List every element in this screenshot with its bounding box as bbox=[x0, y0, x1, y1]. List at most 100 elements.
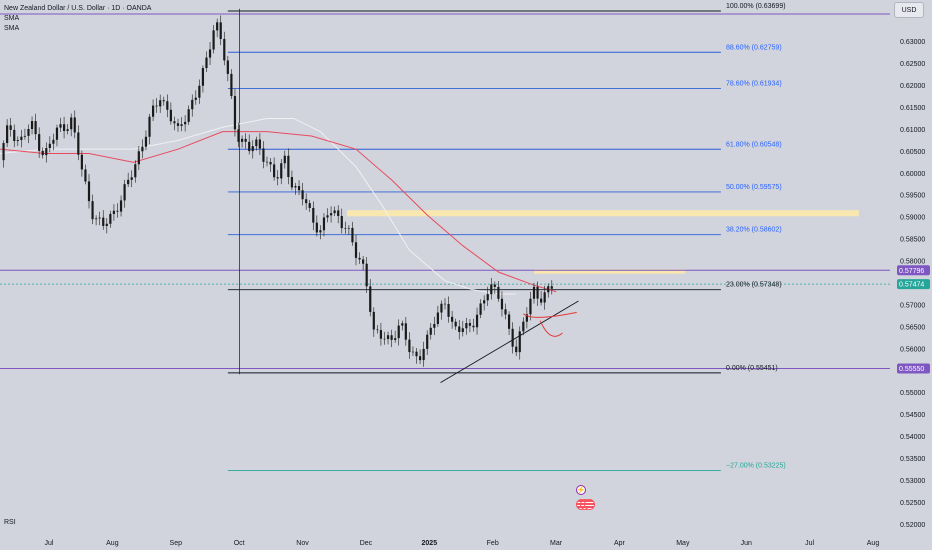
candle bbox=[443, 298, 447, 310]
candle-body bbox=[550, 286, 553, 289]
candle bbox=[130, 170, 133, 188]
symbol-title[interactable]: New Zealand Dollar / U.S. Dollar · 1D · … bbox=[4, 5, 152, 12]
candle bbox=[383, 331, 386, 345]
us-flag-icon[interactable] bbox=[576, 499, 596, 511]
candle-body bbox=[358, 257, 361, 260]
candle-body bbox=[422, 348, 425, 361]
candle-body bbox=[308, 203, 311, 208]
candle bbox=[155, 98, 158, 113]
currency-button[interactable]: USD bbox=[894, 2, 924, 18]
candle bbox=[326, 208, 329, 223]
candle bbox=[440, 300, 443, 320]
candle bbox=[30, 116, 34, 135]
candle-body bbox=[166, 101, 169, 110]
candle-body bbox=[273, 164, 276, 178]
candle bbox=[447, 296, 450, 323]
candle-body bbox=[504, 309, 507, 315]
candle bbox=[244, 133, 247, 149]
candle bbox=[191, 94, 194, 117]
candle-body bbox=[490, 284, 493, 295]
candle bbox=[518, 326, 521, 360]
candle-body bbox=[401, 323, 404, 326]
candle bbox=[507, 311, 511, 335]
candle-body bbox=[522, 321, 525, 332]
y-tick-label: 0.52500 bbox=[900, 500, 925, 507]
candle-body bbox=[418, 356, 422, 361]
candle bbox=[429, 323, 432, 340]
fib-level-label: 38.20% (0.58602) bbox=[726, 227, 782, 234]
candle-body bbox=[148, 116, 151, 137]
candle-body bbox=[340, 216, 343, 229]
candle bbox=[91, 194, 94, 225]
candle bbox=[390, 329, 393, 348]
candle bbox=[34, 113, 37, 140]
candle bbox=[166, 94, 169, 118]
candle-body bbox=[344, 228, 347, 229]
candle bbox=[340, 208, 343, 234]
candle-body bbox=[276, 177, 279, 179]
y-tick-label: 0.56500 bbox=[900, 324, 925, 331]
candle bbox=[148, 113, 151, 145]
candle bbox=[119, 195, 123, 217]
x-tick-label: Apr bbox=[614, 540, 626, 547]
candle-body bbox=[433, 323, 436, 328]
x-tick-label: Aug bbox=[106, 540, 119, 547]
x-tick-label: Sep bbox=[170, 540, 183, 547]
candle-body bbox=[326, 215, 329, 218]
sma-indicator-label[interactable]: SMA bbox=[4, 25, 20, 32]
candle-body bbox=[265, 161, 269, 163]
x-tick-label: 2025 bbox=[422, 540, 438, 547]
candle bbox=[433, 316, 436, 336]
candle-body bbox=[226, 60, 229, 74]
candle bbox=[123, 179, 126, 208]
candle-body bbox=[468, 323, 472, 326]
price-badge-label: 0.55550 bbox=[899, 366, 924, 373]
price-badge bbox=[897, 363, 930, 374]
candle bbox=[472, 318, 475, 332]
candle bbox=[465, 317, 468, 335]
candle bbox=[216, 18, 219, 38]
candle bbox=[162, 96, 165, 106]
candle bbox=[55, 124, 59, 147]
candle bbox=[504, 303, 507, 320]
candle bbox=[283, 150, 286, 169]
rsi-pane-label[interactable]: RSI bbox=[4, 519, 16, 526]
lightning-icon[interactable]: ⚡ bbox=[576, 485, 586, 495]
candle-body bbox=[390, 335, 393, 340]
candle-body bbox=[365, 263, 368, 287]
y-tick-label: 0.61000 bbox=[900, 127, 925, 134]
candle-body bbox=[144, 136, 148, 147]
annotation-curve bbox=[522, 311, 577, 318]
x-tick-label: Aug bbox=[867, 540, 880, 547]
candle-body bbox=[95, 218, 98, 220]
price-badge-label: 0.57796 bbox=[899, 268, 924, 275]
candle bbox=[180, 117, 183, 132]
candle bbox=[337, 205, 340, 224]
candle bbox=[297, 180, 301, 196]
candle-body bbox=[547, 286, 550, 293]
candle-body bbox=[59, 124, 62, 128]
y-tick-label: 0.53000 bbox=[900, 478, 925, 485]
candle-body bbox=[408, 339, 411, 353]
candle bbox=[258, 133, 261, 155]
candle bbox=[141, 139, 144, 159]
fib-level-label: 23.00% (0.57348) bbox=[726, 282, 782, 289]
candle bbox=[208, 42, 212, 66]
candle-body bbox=[479, 303, 482, 315]
candle bbox=[483, 295, 486, 311]
x-tick-label: Oct bbox=[234, 540, 245, 547]
chart-legend: New Zealand Dollar / U.S. Dollar · 1D · … bbox=[4, 4, 151, 34]
candle-body bbox=[305, 199, 308, 204]
candle bbox=[532, 282, 536, 304]
resistance-zone bbox=[534, 269, 686, 274]
candle-body bbox=[507, 314, 511, 329]
candle-body bbox=[497, 286, 500, 299]
sma-indicator-label[interactable]: SMA bbox=[4, 15, 20, 22]
candle bbox=[80, 150, 83, 177]
candle bbox=[369, 279, 372, 317]
candle-body bbox=[251, 146, 254, 152]
candle-body bbox=[461, 328, 464, 332]
candle bbox=[255, 136, 258, 151]
